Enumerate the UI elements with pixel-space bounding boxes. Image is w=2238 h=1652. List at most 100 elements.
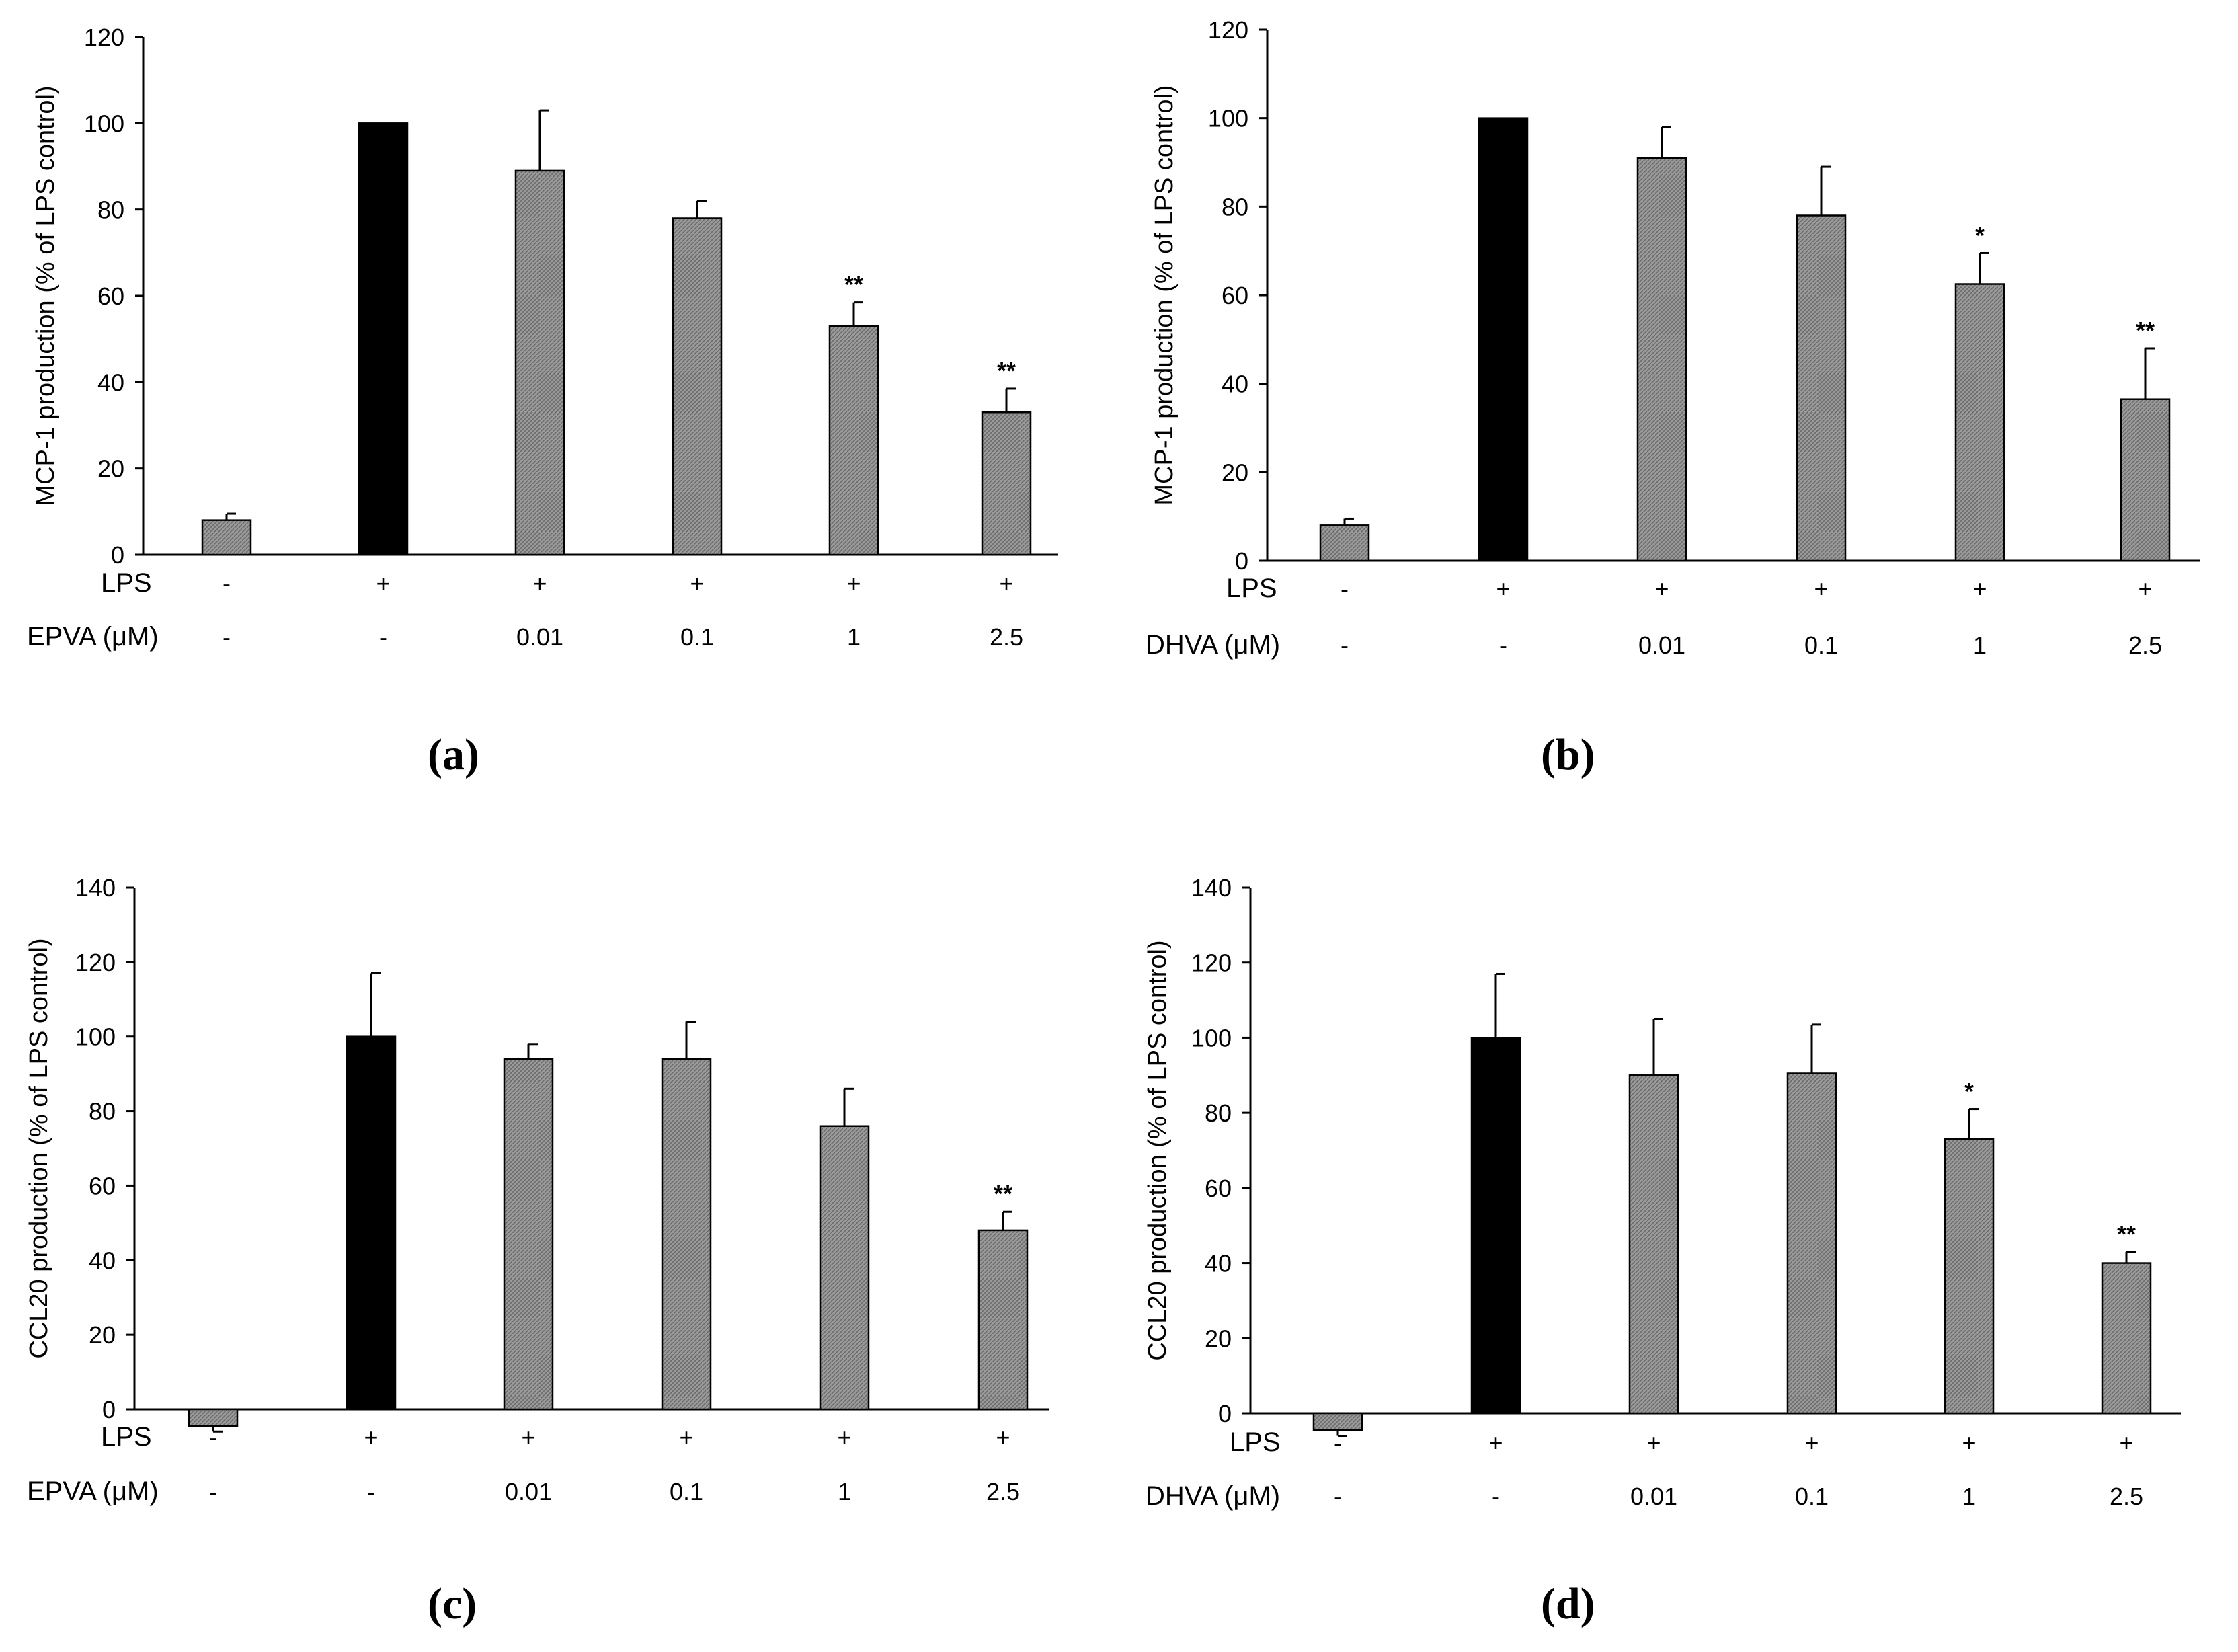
treatment-cell: +	[1972, 575, 1987, 602]
treatment-row-label: LPS	[101, 568, 152, 598]
treatment-cell: -	[1492, 1483, 1500, 1510]
treatment-cell: +	[679, 1423, 693, 1451]
treatment-cell: 0.01	[1630, 1483, 1677, 1510]
y-tick-label: 60	[97, 282, 124, 310]
treatment-cell: 0.1	[670, 1478, 703, 1505]
y-axis-label: MCP-1 production (% of LPS control)	[1150, 85, 1178, 505]
bar	[1319, 524, 1370, 562]
bar	[514, 169, 565, 556]
significance-marker: **	[844, 271, 863, 299]
treatment-cell: 0.01	[1638, 631, 1685, 659]
bar	[358, 122, 409, 556]
treatment-cell: +	[1646, 1429, 1661, 1456]
panel-label: (d)	[1541, 1579, 1595, 1628]
bar	[2101, 1262, 2152, 1415]
bar	[1628, 1074, 1679, 1415]
treatment-cell: 0.1	[1795, 1483, 1829, 1510]
panel-label: (b)	[1541, 730, 1595, 779]
y-tick-label: 40	[1222, 370, 1248, 398]
y-tick-label: 80	[1205, 1099, 1232, 1127]
treatment-cell: +	[999, 569, 1013, 597]
treatment-cell: -	[223, 623, 231, 651]
y-tick-label: 100	[75, 1023, 116, 1051]
chart-a: 0 20 40 60 80 100 120 MCP-1 production (% of LP…	[27, 24, 1058, 652]
treatment-cell: -	[1334, 1483, 1342, 1510]
chart-d: 0 20 40 60 80 100 120 140 CCL20 production (% of…	[1144, 874, 2181, 1511]
treatment-cell: +	[1496, 575, 1510, 602]
treatment-cell: 0.1	[1804, 631, 1838, 659]
y-tick-label: 20	[1222, 459, 1248, 486]
treatment-cell: -	[223, 569, 231, 597]
bar	[672, 217, 723, 556]
bar	[1944, 1138, 1995, 1415]
bar	[2120, 398, 2171, 562]
bar	[819, 1125, 870, 1411]
treatment-row-label: DHVA (μM)	[1146, 630, 1280, 660]
significance-marker: **	[2117, 1220, 2136, 1248]
y-tick-label: 0	[102, 1396, 116, 1423]
treatment-row-label: LPS	[1230, 1427, 1281, 1457]
y-tick-label: 20	[89, 1321, 116, 1349]
y-tick-label: 100	[84, 110, 124, 137]
bar	[1786, 1072, 1837, 1415]
y-tick-label: 60	[1222, 282, 1248, 309]
treatment-cell: 2.5	[990, 623, 1023, 651]
panel-label: (a)	[428, 730, 479, 779]
bar	[201, 519, 252, 556]
treatment-cell: 1	[847, 623, 861, 651]
y-tick-label: 120	[84, 24, 124, 51]
y-tick-label: 60	[89, 1172, 116, 1199]
y-tick-label: 20	[97, 455, 124, 483]
y-axis-label: CCL20 production (% of LPS control)	[25, 938, 53, 1358]
y-tick-label: 0	[111, 541, 124, 569]
treatment-cell: 1	[1973, 631, 1987, 659]
chart-panel-c: 0 20 40 60 80 100 120 140 CCL20 production (% of…	[0, 826, 1119, 1652]
y-tick-label: 140	[1191, 874, 1232, 902]
significance-marker: **	[2136, 317, 2155, 344]
treatment-cell: +	[532, 569, 547, 597]
treatment-cell: +	[690, 569, 704, 597]
bar	[1312, 1412, 1363, 1431]
significance-marker: **	[997, 357, 1016, 385]
treatment-cell: +	[996, 1423, 1010, 1451]
treatment-cell: -	[1334, 1429, 1342, 1456]
treatment-row-label: EPVA (μM)	[27, 622, 159, 652]
treatment-cell: -	[379, 623, 387, 651]
bar	[828, 325, 879, 556]
treatment-row-label: EPVA (μM)	[27, 1477, 159, 1506]
bar	[981, 411, 1032, 556]
treatment-cell: +	[2138, 575, 2152, 602]
bar	[503, 1058, 554, 1411]
treatment-cell: -	[1499, 631, 1507, 659]
y-tick-label: 140	[75, 874, 116, 902]
treatment-cell: +	[837, 1423, 851, 1451]
chart-c: 0 20 40 60 80 100 120 140 CCL20 production (% of…	[25, 874, 1049, 1506]
y-tick-label: 40	[89, 1247, 116, 1274]
treatment-cell: 0.01	[516, 623, 563, 651]
bar	[1470, 1037, 1521, 1415]
bar	[1796, 214, 1847, 562]
significance-marker: *	[1975, 221, 1985, 249]
y-tick-label: 0	[1235, 547, 1248, 575]
treatment-row-label: LPS	[1226, 574, 1277, 603]
treatment-cell: 2.5	[986, 1478, 1020, 1505]
y-tick-label: 0	[1218, 1400, 1232, 1427]
treatment-cell: +	[1962, 1429, 1976, 1456]
y-tick-label: 80	[97, 196, 124, 224]
treatment-cell: 2.5	[2110, 1483, 2143, 1510]
bar	[1954, 283, 2005, 562]
bar	[661, 1058, 712, 1411]
treatment-cell: +	[1654, 575, 1669, 602]
bar	[1478, 117, 1529, 562]
treatment-cell: -	[209, 1423, 217, 1451]
treatment-cell: -	[1341, 631, 1349, 659]
y-tick-label: 100	[1191, 1024, 1232, 1052]
panel-label: (c)	[428, 1579, 477, 1628]
y-tick-label: 80	[1222, 193, 1248, 221]
treatment-cell: +	[846, 569, 861, 597]
treatment-row-label: LPS	[101, 1422, 152, 1452]
bar	[977, 1229, 1029, 1411]
y-tick-label: 120	[75, 949, 116, 976]
treatment-cell: -	[209, 1478, 217, 1505]
y-axis-label: MCP-1 production (% of LPS control)	[32, 85, 60, 506]
